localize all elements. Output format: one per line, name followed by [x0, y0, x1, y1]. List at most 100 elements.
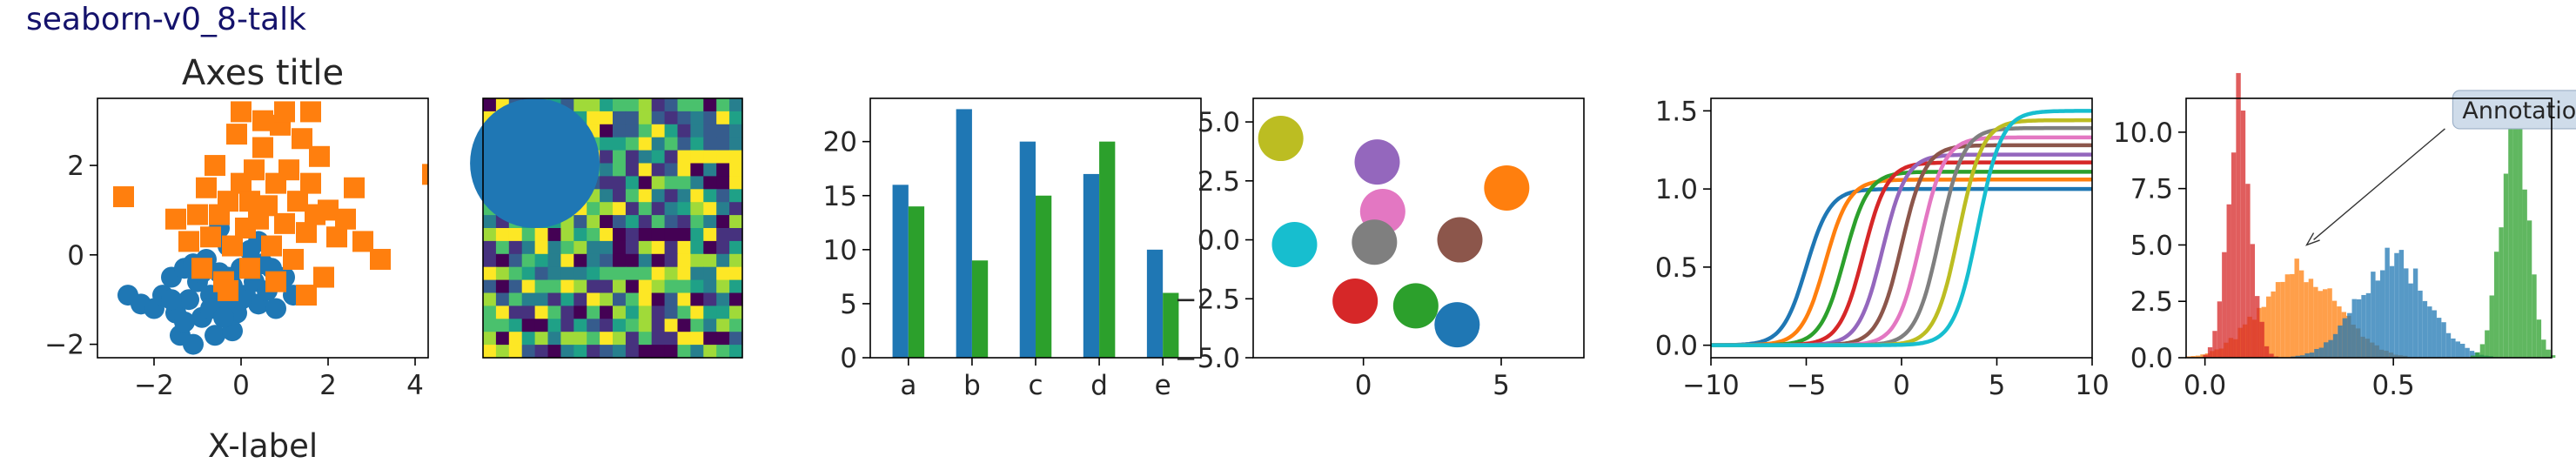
sigmoid-xtick-label: −5 — [1787, 370, 1827, 401]
heatmap-cell — [625, 111, 640, 125]
heatmap-cell — [508, 306, 523, 319]
histogram-bar — [2280, 281, 2285, 358]
histogram-bar — [2313, 286, 2318, 358]
heatmap-cell — [703, 266, 717, 281]
histogram-bar — [2432, 310, 2437, 358]
scatter-point-blue — [161, 289, 182, 311]
heatmap-cell — [703, 98, 717, 112]
heatmap-cell — [703, 163, 717, 177]
histogram-bar — [2275, 282, 2281, 358]
heatmap-frame — [482, 97, 743, 359]
scatter-point-orange — [218, 191, 238, 212]
scatter-point-orange — [313, 266, 334, 288]
scatter-point-orange — [222, 235, 243, 257]
heatmap-cell — [664, 228, 679, 242]
heatmap-cell — [483, 345, 497, 359]
heatmap-cell — [574, 98, 587, 112]
bar-d-series2 — [1099, 141, 1116, 358]
circles-xtick-label: 5 — [1493, 370, 1510, 401]
heatmap-cell — [587, 279, 600, 294]
heatmap-cell — [716, 215, 730, 229]
heatmap-cell — [625, 228, 640, 242]
heatmap-cell — [716, 345, 730, 359]
heatmap-cell — [547, 279, 561, 294]
histogram-bar — [2398, 250, 2405, 358]
sigmoid-ytick-label: 0.5 — [1655, 252, 1698, 284]
heatmap-cell — [495, 319, 510, 332]
heatmap-cell — [716, 240, 730, 255]
heatmap-cell — [600, 253, 614, 268]
heatmap-cell — [613, 253, 627, 268]
scatter-point-orange — [352, 231, 373, 252]
histogram-bar — [2322, 289, 2328, 358]
heatmap-cell — [534, 306, 549, 319]
histogram-bar — [2412, 268, 2418, 358]
bar-e-series1 — [1146, 249, 1164, 358]
heatmap-cell — [483, 98, 497, 112]
heatmap-cell — [638, 253, 653, 268]
scatter-point-orange — [283, 248, 304, 270]
heatmap-cell — [483, 306, 497, 319]
heatmap-cell — [703, 228, 717, 242]
heatmap-cell — [508, 266, 523, 281]
heatmap-cell — [638, 345, 653, 359]
heatmap-cell — [638, 266, 653, 281]
heatmap-cell — [690, 202, 704, 216]
histogram-bar — [2298, 270, 2304, 358]
heatmap-cell — [703, 345, 717, 359]
histogram-bar — [2318, 291, 2323, 358]
heatmap-cell — [677, 306, 691, 319]
heatmap-cell — [495, 228, 510, 242]
heatmap-cell — [613, 98, 627, 112]
scatter-point-orange — [191, 258, 212, 279]
heatmap-cell — [651, 215, 666, 229]
histogram-bar — [2526, 220, 2532, 358]
heatmap-cell — [613, 163, 627, 177]
heatmap-cell — [677, 332, 691, 346]
circles-ytick-label: −5.0 — [1175, 343, 1240, 374]
heatmap-cell — [587, 319, 600, 332]
heatmap-cell — [521, 266, 536, 281]
heatmap-cell — [483, 240, 497, 255]
heatmap-cell — [716, 124, 730, 138]
histogram-bar — [2299, 355, 2305, 358]
heatmap-cell — [613, 345, 627, 359]
heatmap-cell — [534, 253, 549, 268]
histogram-bar — [2485, 330, 2490, 358]
scatter-point-orange — [274, 212, 295, 234]
circles-panel: 0 5 −5.0 −2.5 0.0 2.5 5.0 — [1175, 97, 1585, 401]
heatmap-cell — [534, 228, 549, 242]
heatmap-cell — [495, 306, 510, 319]
heatmap-cell — [483, 228, 497, 242]
heatmap-cell — [574, 240, 587, 255]
heatmap-cell — [690, 163, 704, 177]
heatmap-cell — [729, 215, 743, 229]
heatmap-cell — [690, 189, 704, 203]
heatmap-cell — [547, 345, 561, 359]
sigmoid-ytick-label: 0.0 — [1655, 331, 1698, 362]
heatmap-cell — [560, 240, 574, 255]
heatmap-cell — [574, 306, 587, 319]
heatmap-cell — [664, 306, 679, 319]
histogram-bar — [2222, 252, 2227, 358]
heatmap-cell — [638, 150, 653, 164]
heatmap-cell — [677, 150, 691, 164]
scatter-point-blue — [174, 311, 195, 332]
heatmap-cell — [638, 279, 653, 294]
heatmap-cell — [716, 306, 730, 319]
heatmap-cell — [625, 215, 640, 229]
scatter-point-blue — [183, 333, 204, 355]
histogram-bar — [2455, 341, 2460, 358]
heatmap-cell — [574, 332, 587, 346]
x-axis-label: X-label — [208, 427, 318, 465]
heatmap-cell — [560, 228, 574, 242]
heatmap-cell — [651, 150, 666, 164]
heatmap-cell — [625, 98, 640, 112]
histogram-bar — [2240, 111, 2246, 358]
heatmap-cell — [587, 306, 600, 319]
heatmap-cell — [560, 279, 574, 294]
scatter-ytick-label: 2 — [67, 151, 84, 182]
heatmap-cell — [534, 319, 549, 332]
heatmap-cell — [600, 176, 614, 190]
histogram-bar — [2190, 356, 2196, 358]
